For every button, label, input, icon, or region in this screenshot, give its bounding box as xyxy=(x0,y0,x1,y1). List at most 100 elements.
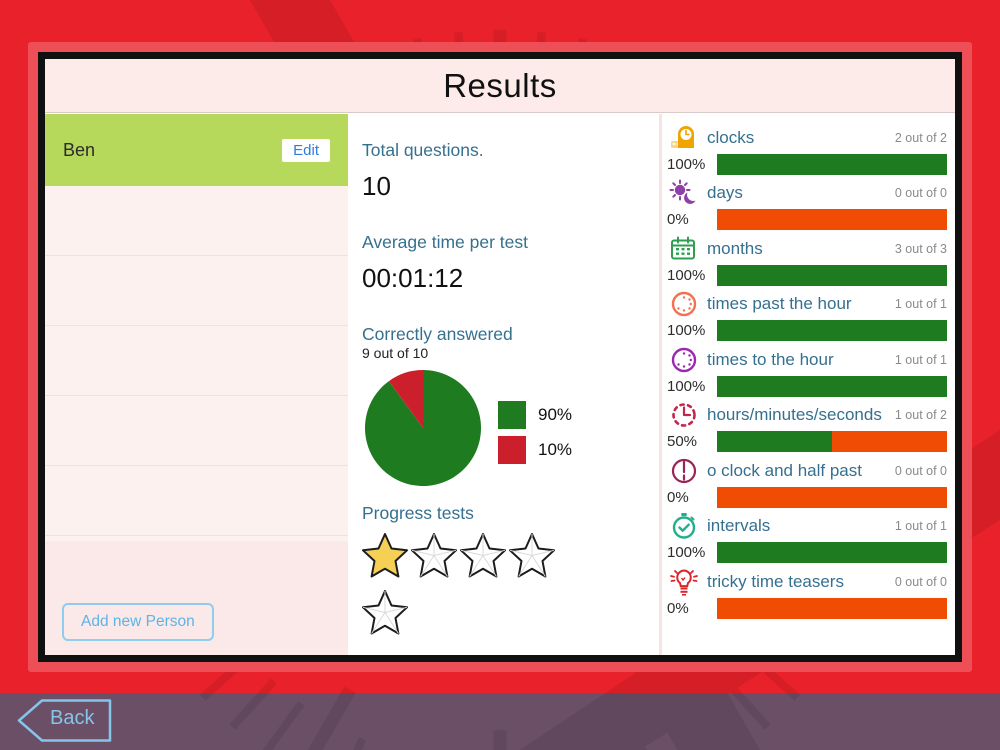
star-icon-empty xyxy=(362,589,408,640)
star-icon-empty xyxy=(509,532,555,583)
category-name: intervals xyxy=(707,516,771,535)
back-button-shape xyxy=(17,699,112,742)
category-score: 2 out of 2 xyxy=(894,130,947,145)
category-row-intervals: intervals 1 out of 1 100% xyxy=(667,511,951,567)
category-progress-bar xyxy=(717,597,947,619)
sidebar-bottom: Add new Person xyxy=(45,541,348,655)
category-progress-fill xyxy=(717,264,947,286)
back-button-label: Back xyxy=(50,707,95,729)
category-row-times-past-the-hour: times past the hour 1 out of 1 100% xyxy=(667,289,951,345)
add-new-person-button[interactable]: Add new Person xyxy=(62,603,214,641)
category-score: 3 out of 3 xyxy=(894,241,947,256)
category-progress-fill xyxy=(717,320,947,341)
category-progress-fill xyxy=(717,431,832,452)
lightbulb-icon xyxy=(667,566,701,597)
category-percent: 0% xyxy=(667,599,689,617)
category-name: clocks xyxy=(707,127,755,147)
pie-legend: 90% 10% xyxy=(498,401,572,471)
category-percent: 100% xyxy=(667,544,706,561)
category-row-days: days 0 out of 0 0% xyxy=(667,178,951,234)
category-progress-bar xyxy=(717,431,947,452)
progress-stars xyxy=(362,532,562,640)
results-panel: Results Ben Edit Add new Person Total qu… xyxy=(38,52,962,662)
category-row-o-clock-and-half-past: o clock and half past 0 out of 0 0% xyxy=(667,455,951,511)
category-score: 1 out of 1 xyxy=(894,352,947,367)
footer-bar xyxy=(0,693,1000,750)
category-score: 0 out of 0 xyxy=(894,186,947,200)
star-icon-empty xyxy=(460,532,506,583)
correct-label: Correctly answered xyxy=(362,324,513,344)
back-button[interactable]: Back xyxy=(16,698,114,743)
person-row-empty[interactable] xyxy=(45,466,348,536)
category-row-months: months 3 out of 3 100% xyxy=(667,233,951,289)
category-progress-fill xyxy=(717,153,947,175)
category-percent: 100% xyxy=(667,266,706,284)
category-score: 1 out of 1 xyxy=(894,297,947,311)
edit-person-button[interactable]: Edit xyxy=(282,138,330,162)
star-icon-empty xyxy=(411,532,457,583)
category-name: times past the hour xyxy=(707,294,852,313)
category-name: times to the hour xyxy=(707,349,834,369)
mantel-clock-icon xyxy=(667,122,701,153)
stopwatch-icon xyxy=(667,511,701,542)
legend-swatch-green xyxy=(498,401,526,429)
category-percent: 100% xyxy=(667,155,706,173)
category-name: months xyxy=(707,238,763,258)
categories-column: clocks 2 out of 2 100% days 0 out of 0 0% mo… xyxy=(662,114,955,655)
category-progress-bar xyxy=(717,375,947,397)
category-progress-fill xyxy=(717,375,947,397)
category-row-tricky-time-teasers: tricky time teasers 0 out of 0 0% xyxy=(667,566,951,622)
category-progress-bar xyxy=(717,320,947,341)
clock-outline-icon xyxy=(667,344,701,375)
legend-label-red: 10% xyxy=(538,440,573,459)
legend-item-correct: 90% xyxy=(498,401,572,429)
clock-outline-icon xyxy=(667,289,701,320)
progress-tests-label: Progress tests xyxy=(362,503,474,523)
results-frame: Results Ben Edit Add new Person Total qu… xyxy=(28,42,972,672)
category-name: tricky time teasers xyxy=(707,571,844,591)
category-percent: 100% xyxy=(667,322,706,339)
category-percent: 0% xyxy=(667,488,689,506)
category-name: days xyxy=(707,183,743,202)
category-row-hours-minutes-seconds: hours/minutes/seconds 1 out of 2 50% xyxy=(667,400,951,456)
clock-dashed-icon xyxy=(667,400,701,431)
calendar-icon xyxy=(667,233,701,264)
avg-time-value: 00:01:12 xyxy=(362,263,464,293)
category-progress-bar xyxy=(717,209,947,230)
correct-pie-chart: 90% 10% xyxy=(362,367,659,489)
legend-swatch-red xyxy=(498,436,526,464)
category-score: 0 out of 0 xyxy=(894,463,947,478)
legend-label-green: 90% xyxy=(538,405,573,424)
avg-time-label: Average time per test xyxy=(362,232,529,252)
category-percent: 0% xyxy=(667,211,689,228)
category-row-clocks: clocks 2 out of 2 100% xyxy=(667,122,951,178)
person-row-empty[interactable] xyxy=(45,326,348,396)
people-sidebar: Ben Edit Add new Person xyxy=(45,114,348,655)
category-percent: 50% xyxy=(667,433,698,450)
category-progress-bar xyxy=(717,542,947,563)
star-icon-filled xyxy=(362,532,408,583)
person-row-empty[interactable] xyxy=(45,186,348,256)
category-score: 1 out of 2 xyxy=(894,408,947,422)
category-progress-bar xyxy=(717,486,947,508)
sun-moon-icon xyxy=(667,178,701,209)
correct-value: 9 out of 10 xyxy=(362,345,429,361)
person-row-empty[interactable] xyxy=(45,396,348,466)
panel-body: Ben Edit Add new Person Total questions.… xyxy=(45,114,955,655)
category-score: 0 out of 0 xyxy=(894,574,947,589)
category-name: o clock and half past xyxy=(707,460,862,480)
person-name: Ben xyxy=(63,139,96,160)
category-name: hours/minutes/seconds xyxy=(707,405,882,424)
category-progress-bar xyxy=(717,264,947,286)
category-score: 1 out of 1 xyxy=(894,519,947,533)
category-percent: 100% xyxy=(667,377,706,395)
total-questions-value: 10 xyxy=(362,171,391,201)
legend-item-incorrect: 10% xyxy=(498,436,572,464)
page-title: Results xyxy=(443,67,557,104)
person-row-empty[interactable] xyxy=(45,256,348,326)
category-row-times-to-the-hour: times to the hour 1 out of 1 100% xyxy=(667,344,951,400)
category-progress-fill xyxy=(717,542,947,563)
total-questions-label: Total questions. xyxy=(362,140,484,160)
empty-person-rows xyxy=(45,186,348,536)
person-row-selected[interactable]: Ben Edit xyxy=(45,114,348,186)
